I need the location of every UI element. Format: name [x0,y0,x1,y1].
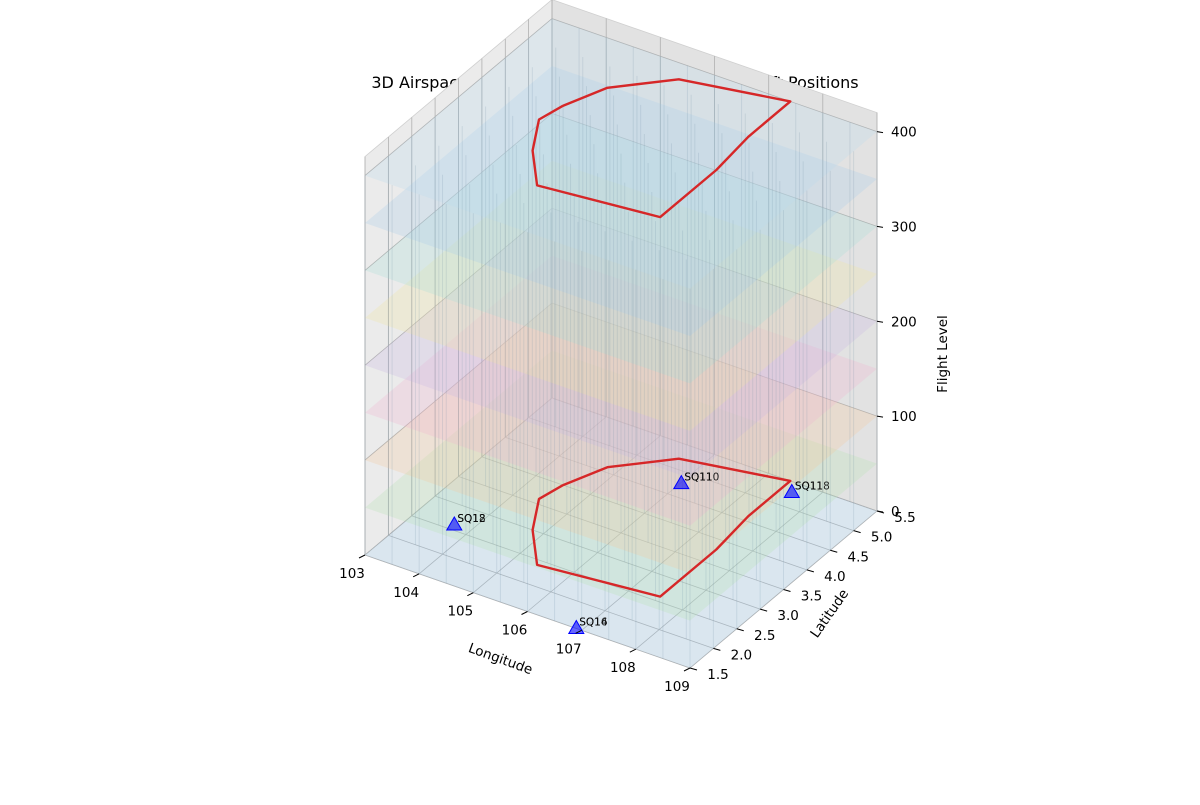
z-tick-mark [876,415,884,418]
y-tick-mark [853,530,861,534]
x-tick-label: 106 [502,623,528,639]
y-tick-mark [759,608,768,612]
y-tick-label: 3.0 [777,608,798,624]
y-tick-mark [830,549,838,553]
y-tick-label: 4.0 [824,569,845,585]
y-tick-mark [806,569,815,573]
z-tick-label: 100 [891,409,917,425]
y-tick-mark [713,647,721,651]
z-tick-mark [876,131,884,134]
x-tick-label: 104 [393,585,419,601]
y-tick-mark [736,628,744,632]
z-tick-mark [876,225,884,228]
sector-boundary [531,78,792,598]
aircraft-label: SQ110 [684,472,719,484]
aircraft-label: SQ118 [795,480,830,492]
x-tick-label: 105 [447,604,473,620]
z-tick-mark [876,510,884,513]
x-tick-mark [412,573,420,578]
z-tick-mark [876,320,884,323]
x-tick-mark [521,611,528,615]
y-tick-label: 2.5 [754,628,775,644]
aircraft-marker [783,483,801,498]
aircraft-label: SQ11 [684,472,712,484]
flight-level-layer [365,66,877,336]
flight-level-layer [365,398,877,668]
flight-level-layer [365,255,877,526]
aircraft-label: SQ11 [795,480,823,492]
flight-level-layer [365,208,877,479]
flight-level-layer [365,113,877,384]
y-tick-label: 4.5 [848,549,869,565]
y-tick-label: 2.0 [731,647,752,663]
z-tick-label: 400 [891,125,917,141]
aircraft-label: SQ16 [579,616,608,628]
flight-level-layer [365,303,877,574]
z-tick-label: 200 [891,314,917,330]
z-gridline [364,397,878,556]
z-axis-label: Flight Level [935,315,951,393]
gridlines [364,0,878,669]
y-tick-label: 5.0 [871,530,892,546]
y-tick-label: 3.5 [801,589,822,605]
aircraft-label: SQ18 [457,513,485,525]
y-tick-mark [783,589,791,592]
z-gridline [364,207,878,366]
x-axis-label: Longitude [466,640,535,678]
z-gridline [364,18,878,176]
x-tick-mark [683,667,691,672]
aircraft-label: SQ12 [457,513,485,525]
flight-level-layer [365,160,877,431]
aircraft-label: SQ14 [579,616,608,628]
x-tick-label: 103 [339,566,365,582]
flight-level-layer [365,350,877,621]
x-tick-label: 109 [664,679,690,695]
y-tick-label: 5.5 [894,510,915,526]
x-tick-mark [629,648,637,653]
x-tick-mark [358,554,366,559]
z-tick-label: 0 [891,504,900,520]
x-tick-mark [575,629,582,634]
x-tick-label: 107 [556,641,582,657]
flight-level-layers [365,18,877,668]
z-gridline [364,302,878,461]
aircraft-marker [445,515,463,531]
y-tick-mark [689,667,698,671]
axis-ticks: 1031041051061071081091.52.02.53.03.54.04… [339,125,917,695]
sector-boundary-outline [531,457,792,598]
sector-boundary-outline [531,78,792,219]
aircraft-marker [672,474,690,490]
x-tick-label: 108 [610,660,636,676]
z-tick-label: 300 [891,219,917,235]
flight-level-layer [365,18,877,289]
y-tick-label: 1.5 [707,667,728,683]
x-tick-mark [467,592,474,597]
